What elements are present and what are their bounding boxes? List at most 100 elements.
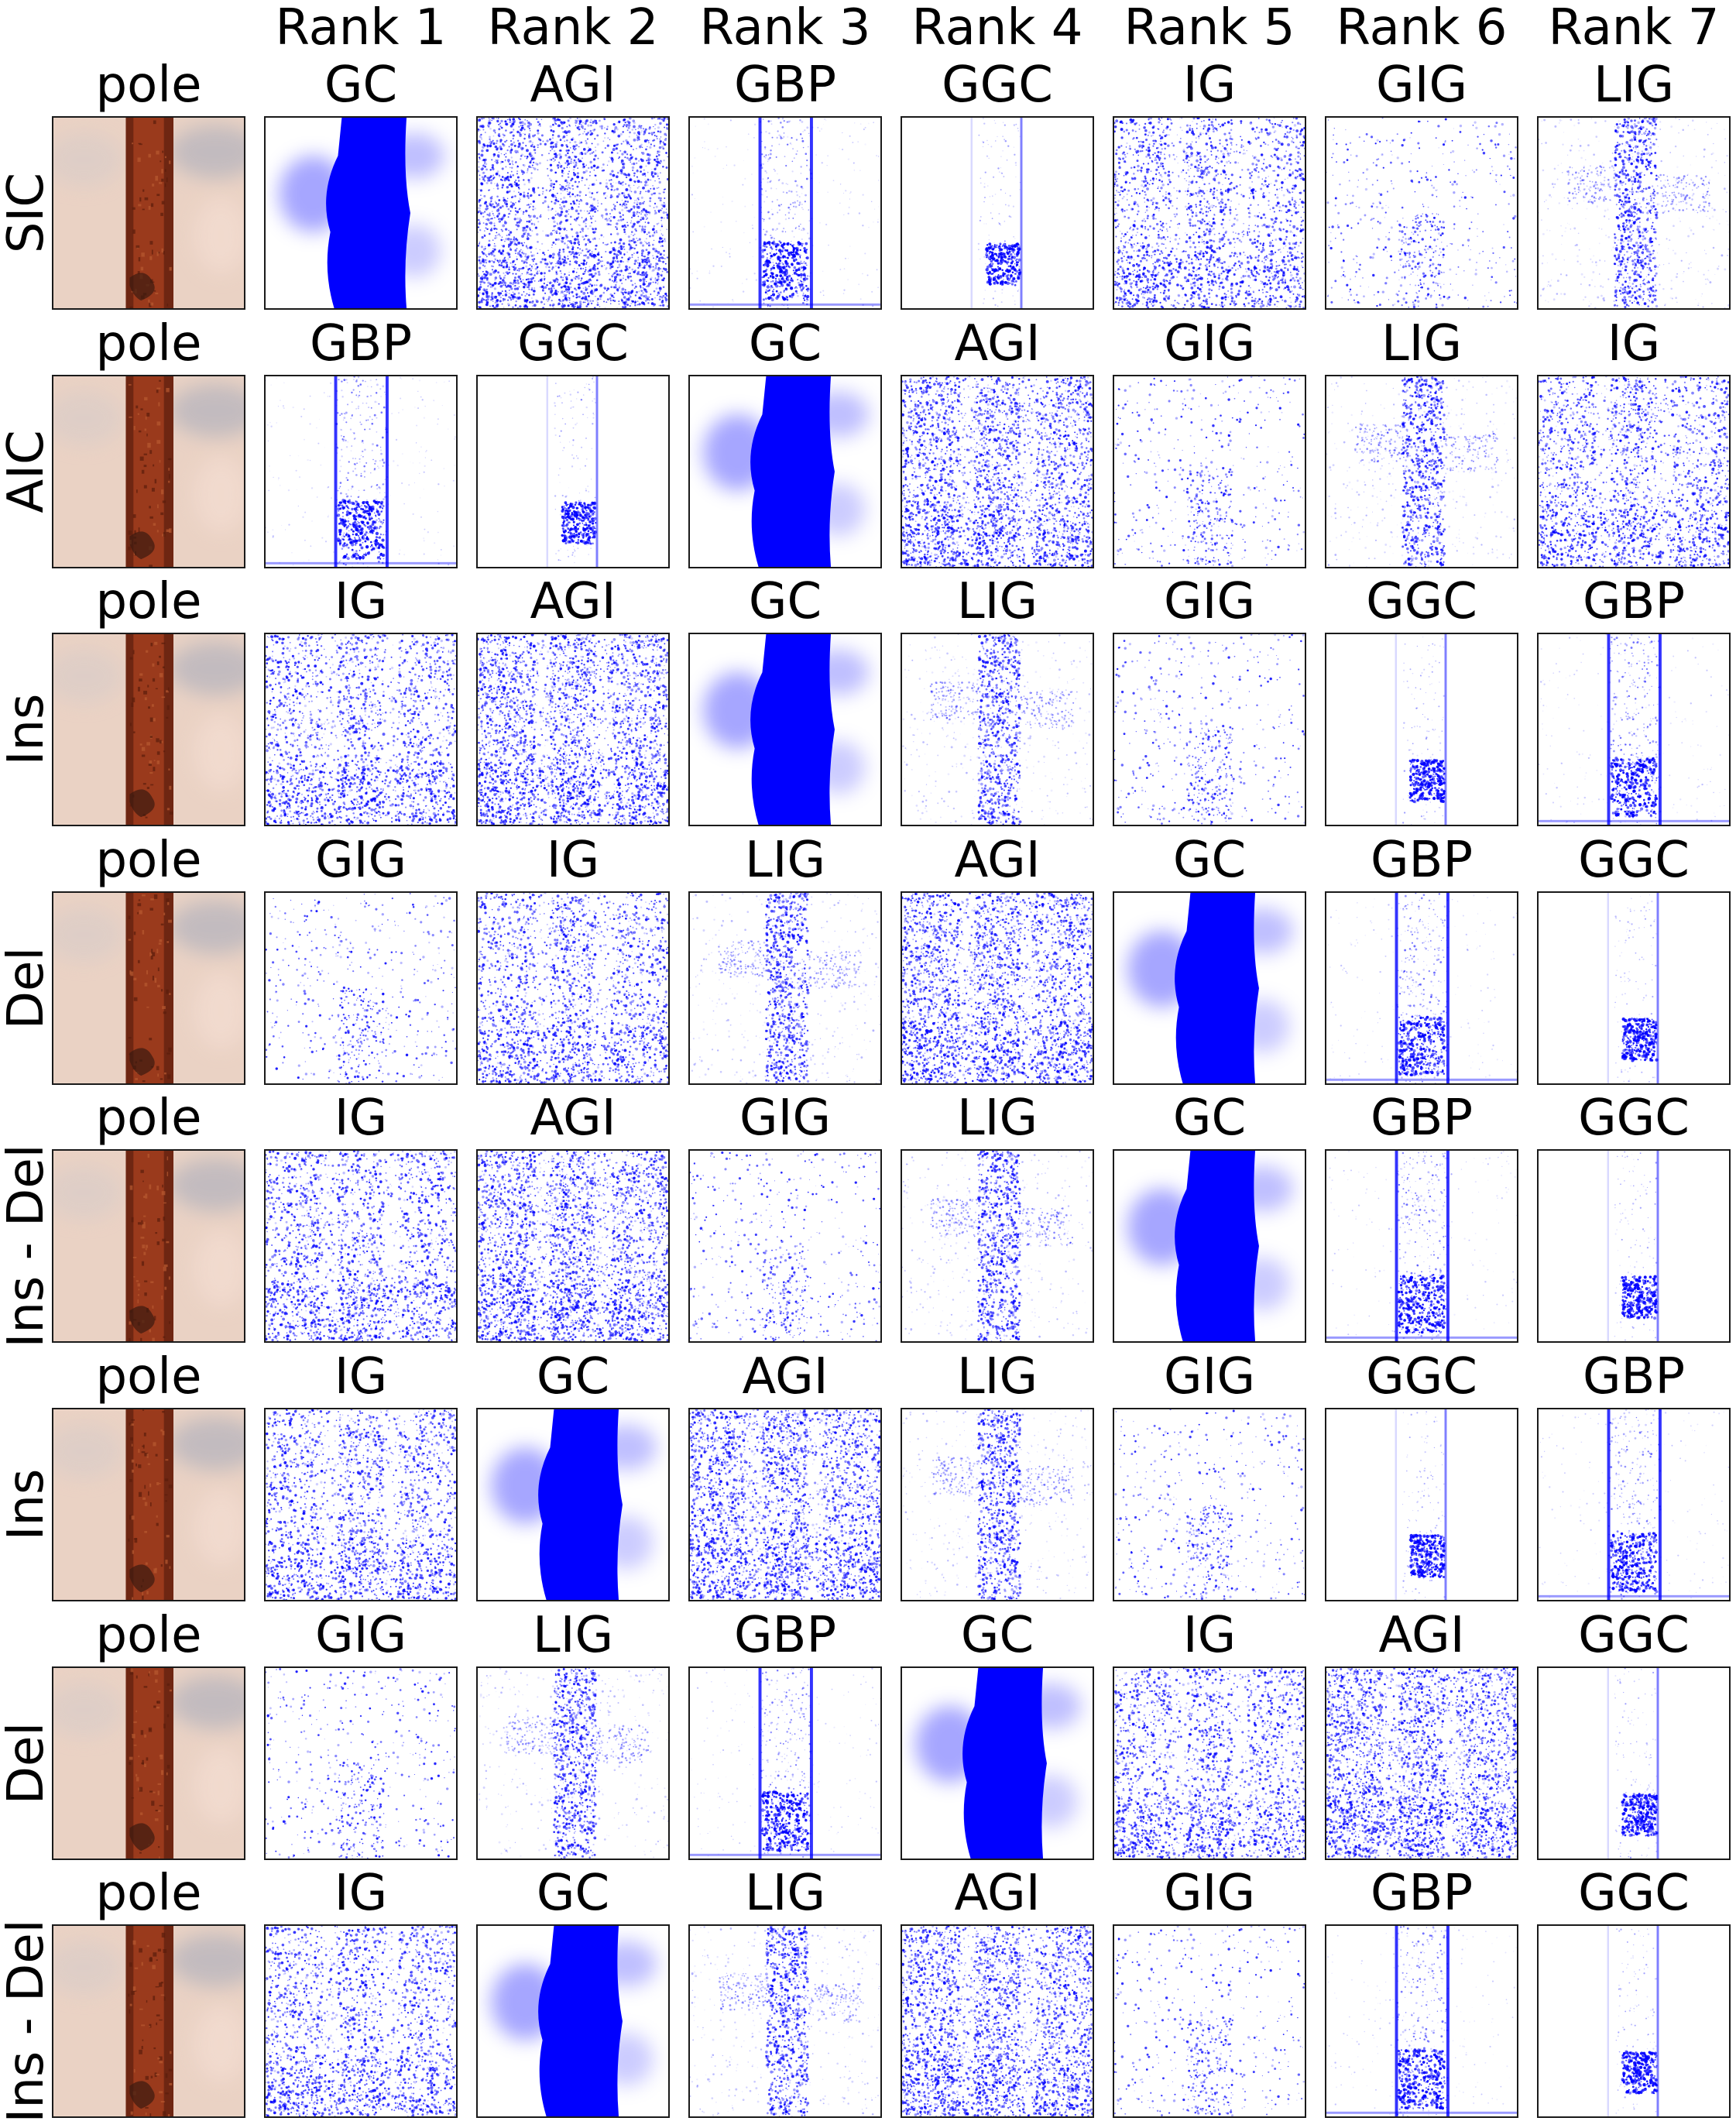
input-image-pole bbox=[52, 1924, 245, 2118]
method-label: GBP bbox=[1529, 574, 1736, 630]
method-label: GC bbox=[1105, 1090, 1314, 1146]
saliency-map-gig bbox=[1113, 1408, 1306, 1601]
method-label: GGC bbox=[1529, 1865, 1736, 1921]
saliency-map-gbp bbox=[1537, 1408, 1731, 1601]
method-label: GGC bbox=[1317, 574, 1526, 630]
input-image-pole bbox=[52, 1408, 245, 1601]
input-image-pole bbox=[52, 891, 245, 1085]
saliency-map-agi bbox=[476, 1149, 670, 1343]
method-label: GC bbox=[1105, 832, 1314, 888]
saliency-map-lig bbox=[688, 1924, 882, 2118]
row-metric-label: Ins - Del bbox=[0, 1145, 54, 1348]
saliency-map-gc bbox=[476, 1408, 670, 1601]
saliency-map-ggc bbox=[476, 375, 670, 568]
saliency-map-lig bbox=[1537, 116, 1731, 310]
saliency-map-gc bbox=[1113, 1149, 1306, 1343]
saliency-map-ig bbox=[264, 1149, 458, 1343]
method-label: AGI bbox=[893, 316, 1102, 372]
method-label: GBP bbox=[1317, 1090, 1526, 1146]
method-label: LIG bbox=[893, 574, 1102, 630]
rank-header-7: Rank 7 bbox=[1525, 0, 1736, 56]
saliency-map-agi bbox=[901, 1924, 1094, 2118]
rank-header-6: Rank 6 bbox=[1313, 0, 1530, 56]
saliency-map-agi bbox=[688, 1408, 882, 1601]
saliency-map-gc bbox=[688, 375, 882, 568]
saliency-map-gc bbox=[688, 633, 882, 826]
image-class-label: pole bbox=[44, 1608, 253, 1663]
method-label: LIG bbox=[1529, 57, 1736, 113]
row-metric-label: Ins bbox=[0, 1469, 54, 1541]
input-image-pole bbox=[52, 116, 245, 310]
method-label: LIG bbox=[681, 1865, 890, 1921]
saliency-map-ig bbox=[264, 1924, 458, 2118]
method-label: GIG bbox=[681, 1090, 890, 1146]
method-label: GBP bbox=[1529, 1349, 1736, 1405]
saliency-map-ig bbox=[264, 1408, 458, 1601]
method-label: IG bbox=[1105, 1608, 1314, 1663]
method-label: GGC bbox=[468, 316, 678, 372]
saliency-map-gc bbox=[1113, 891, 1306, 1085]
method-label: AGI bbox=[893, 832, 1102, 888]
method-label: IG bbox=[1529, 316, 1736, 372]
saliency-map-gig bbox=[264, 891, 458, 1085]
rank-header-4: Rank 4 bbox=[889, 0, 1106, 56]
saliency-map-ggc bbox=[1325, 1408, 1518, 1601]
saliency-map-gc bbox=[264, 116, 458, 310]
saliency-map-ggc bbox=[1537, 1666, 1731, 1860]
image-class-label: pole bbox=[44, 1090, 253, 1146]
saliency-map-ig bbox=[476, 891, 670, 1085]
row-metric-label: SIC bbox=[0, 173, 54, 253]
saliency-map-ggc bbox=[1537, 891, 1731, 1085]
saliency-map-lig bbox=[901, 633, 1094, 826]
method-label: GIG bbox=[1105, 316, 1314, 372]
method-label: GGC bbox=[1529, 1608, 1736, 1663]
saliency-map-lig bbox=[901, 1408, 1094, 1601]
method-label: LIG bbox=[893, 1090, 1102, 1146]
method-label: GGC bbox=[1317, 1349, 1526, 1405]
method-label: AGI bbox=[1317, 1608, 1526, 1663]
saliency-map-gbp bbox=[688, 116, 882, 310]
saliency-map-agi bbox=[1325, 1666, 1518, 1860]
input-image-pole bbox=[52, 1666, 245, 1860]
saliency-map-gig bbox=[1113, 1924, 1306, 2118]
method-label: GBP bbox=[256, 316, 465, 372]
saliency-map-lig bbox=[476, 1666, 670, 1860]
saliency-map-ig bbox=[264, 633, 458, 826]
method-label: IG bbox=[256, 1865, 465, 1921]
saliency-map-agi bbox=[901, 891, 1094, 1085]
row-metric-label: Ins bbox=[0, 694, 54, 766]
rank-header-5: Rank 5 bbox=[1101, 0, 1318, 56]
method-label: GC bbox=[681, 574, 890, 630]
saliency-map-gig bbox=[1113, 375, 1306, 568]
saliency-map-gbp bbox=[688, 1666, 882, 1860]
saliency-map-gbp bbox=[1325, 1149, 1518, 1343]
method-label: GBP bbox=[681, 57, 890, 113]
saliency-map-gc bbox=[476, 1924, 670, 2118]
method-label: AGI bbox=[468, 1090, 678, 1146]
method-label: GIG bbox=[1105, 574, 1314, 630]
method-label: GIG bbox=[1105, 1865, 1314, 1921]
saliency-map-gc bbox=[901, 1666, 1094, 1860]
method-label: LIG bbox=[1317, 316, 1526, 372]
method-label: IG bbox=[468, 832, 678, 888]
method-label: AGI bbox=[468, 57, 678, 113]
saliency-map-ig bbox=[1113, 1666, 1306, 1860]
input-image-pole bbox=[52, 1149, 245, 1343]
saliency-map-gbp bbox=[1325, 891, 1518, 1085]
method-label: GC bbox=[893, 1608, 1102, 1663]
input-image-pole bbox=[52, 375, 245, 568]
method-label: IG bbox=[256, 1349, 465, 1405]
method-label: GGC bbox=[893, 57, 1102, 113]
saliency-map-ggc bbox=[1325, 633, 1518, 826]
rank-header-3: Rank 3 bbox=[677, 0, 894, 56]
row-metric-label: Del bbox=[0, 947, 54, 1029]
method-label: LIG bbox=[681, 832, 890, 888]
saliency-map-agi bbox=[476, 116, 670, 310]
saliency-map-gbp bbox=[264, 375, 458, 568]
method-label: AGI bbox=[893, 1865, 1102, 1921]
method-label: GC bbox=[681, 316, 890, 372]
method-label: GBP bbox=[1317, 1865, 1526, 1921]
saliency-map-agi bbox=[901, 375, 1094, 568]
image-class-label: pole bbox=[44, 574, 253, 630]
method-label: GBP bbox=[681, 1608, 890, 1663]
